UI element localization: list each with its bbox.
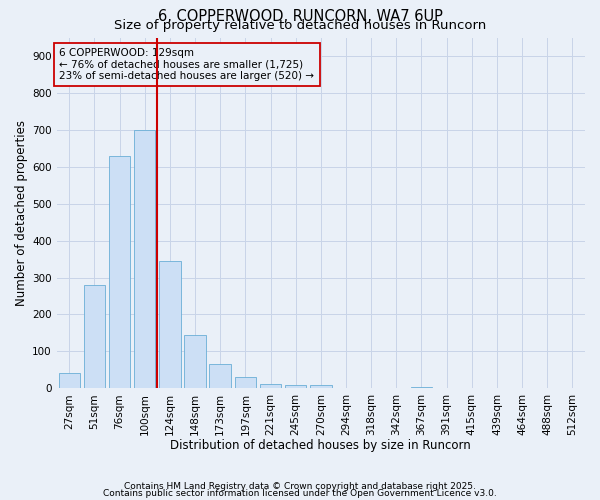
Bar — [310, 384, 332, 388]
Text: Size of property relative to detached houses in Runcorn: Size of property relative to detached ho… — [114, 19, 486, 32]
Bar — [209, 364, 231, 388]
Bar — [411, 386, 432, 388]
Bar — [134, 130, 155, 388]
Bar — [184, 335, 206, 388]
Bar — [59, 373, 80, 388]
Bar — [109, 156, 130, 388]
Text: Contains public sector information licensed under the Open Government Licence v3: Contains public sector information licen… — [103, 488, 497, 498]
Bar — [83, 285, 105, 389]
Bar — [159, 261, 181, 388]
Bar — [285, 384, 307, 388]
Text: 6 COPPERWOOD: 129sqm
← 76% of detached houses are smaller (1,725)
23% of semi-de: 6 COPPERWOOD: 129sqm ← 76% of detached h… — [59, 48, 314, 81]
Text: Contains HM Land Registry data © Crown copyright and database right 2025.: Contains HM Land Registry data © Crown c… — [124, 482, 476, 491]
Y-axis label: Number of detached properties: Number of detached properties — [15, 120, 28, 306]
X-axis label: Distribution of detached houses by size in Runcorn: Distribution of detached houses by size … — [170, 440, 471, 452]
Bar — [235, 378, 256, 388]
Text: 6, COPPERWOOD, RUNCORN, WA7 6UP: 6, COPPERWOOD, RUNCORN, WA7 6UP — [158, 9, 442, 24]
Bar — [260, 384, 281, 388]
